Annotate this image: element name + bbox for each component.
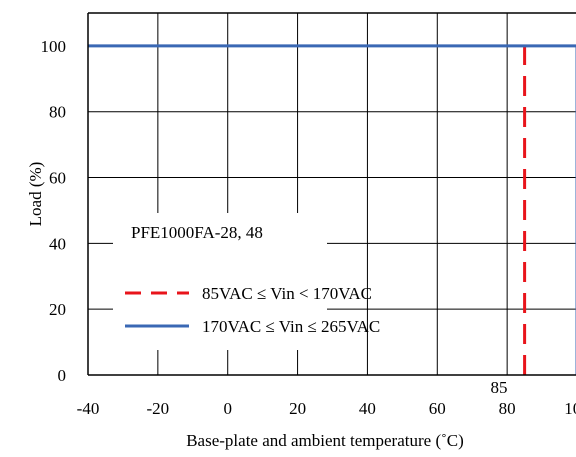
y-axis-title: Load (%) bbox=[26, 162, 45, 227]
legend-label-85vac: 85VAC ≤ Vin < 170VAC bbox=[202, 284, 372, 303]
x-tick-label--40: -40 bbox=[77, 399, 100, 418]
x-tick-label-0: 0 bbox=[223, 399, 232, 418]
plot-frame bbox=[87, 12, 576, 376]
series-line-1 bbox=[88, 44, 576, 375]
tick-labels: -40 -20 0 20 40 60 80 100 0 20 40 60 80 100 bbox=[41, 37, 576, 418]
y-tick-label-100: 100 bbox=[41, 37, 67, 56]
x-tick-label-40: 40 bbox=[359, 399, 376, 418]
x-tick-label-60: 60 bbox=[429, 399, 446, 418]
y-tick-label-20: 20 bbox=[49, 300, 66, 319]
y-tick-label-80: 80 bbox=[49, 103, 66, 122]
y-tick-label-0: 0 bbox=[58, 366, 67, 385]
x-tick-label-80: 80 bbox=[499, 399, 516, 418]
x-tick-label-20: 20 bbox=[289, 399, 306, 418]
annotation-85: 85 bbox=[491, 378, 508, 397]
y-tick-label-40: 40 bbox=[49, 234, 66, 253]
y-tick-label-60: 60 bbox=[49, 169, 66, 188]
x-axis-title: Base-plate and ambient temperature (˚C) bbox=[186, 431, 464, 450]
x-tick-label-100: 100 bbox=[564, 399, 576, 418]
legend: PFE1000FA-28, 48 85VAC ≤ Vin < 170VAC 17… bbox=[113, 213, 380, 350]
legend-label-170vac: 170VAC ≤ Vin ≤ 265VAC bbox=[202, 317, 380, 336]
series-layer bbox=[88, 44, 576, 375]
x-tick-label--20: -20 bbox=[147, 399, 170, 418]
legend-title: PFE1000FA-28, 48 bbox=[131, 223, 263, 242]
